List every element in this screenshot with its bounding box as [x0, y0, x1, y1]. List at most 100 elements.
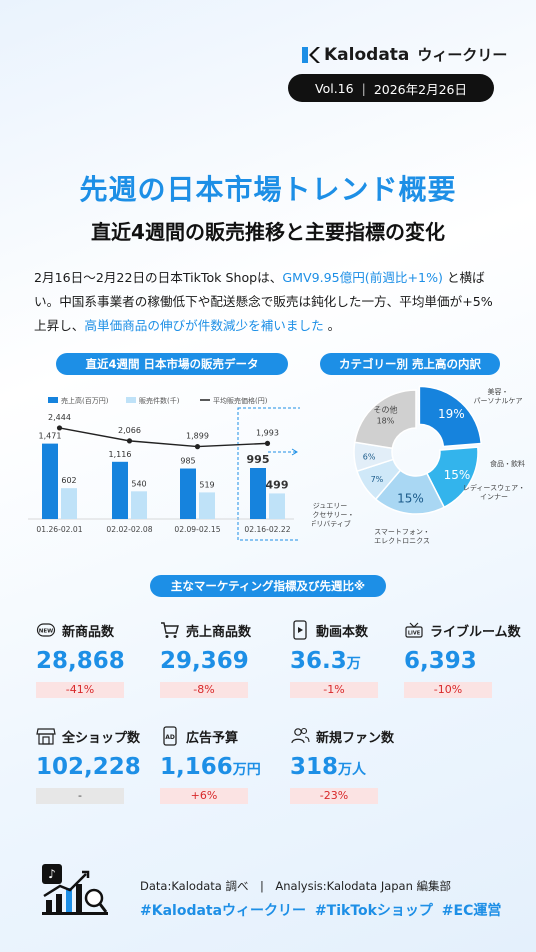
- summary-text-1: 2月16日～2月22日の日本TikTok Shopは、: [34, 270, 283, 285]
- svg-text:アクセサリー・: アクセサリー・: [312, 511, 354, 519]
- growth-analysis-icon: ♪: [42, 864, 108, 915]
- svg-text:AD: AD: [165, 734, 175, 741]
- metric-label: 新商品数: [62, 624, 115, 640]
- summary-paragraph: 2月16日～2月22日の日本TikTok Shopは、GMV9.95億円(前週比…: [34, 266, 504, 338]
- x-tick-label: 01.26-02.01: [36, 525, 82, 534]
- legend-item: 売上高(百万円): [48, 396, 109, 405]
- metric-header: 売上商品数: [160, 620, 278, 640]
- metric-header: LIVE ライブルーム数: [404, 620, 522, 640]
- metric-number: 28,868: [36, 648, 125, 674]
- data-label-sales: 1,471: [39, 432, 62, 441]
- legend-item: 販売件数(千): [126, 396, 180, 405]
- metric-label: 全ショップ数: [62, 730, 141, 746]
- svg-text:スマートフォン・: スマートフォン・: [374, 528, 430, 536]
- metric-change: -41%: [36, 682, 124, 698]
- pie-slice: [418, 385, 483, 448]
- chart-legend: 売上高(百万円) 販売件数(千) 平均販売価格(円): [48, 396, 268, 405]
- data-credit: Data:Kalodata 調べ | Analysis:Kalodata Jap…: [140, 879, 452, 893]
- data-label-sales: 995: [247, 453, 270, 466]
- price-point: [56, 425, 63, 431]
- data-label-sales: 985: [180, 457, 195, 466]
- legend-label: 売上高(百万円): [61, 396, 109, 405]
- pie-category-label: 食品・飲料: [490, 459, 525, 468]
- metric-change: -10%: [404, 682, 492, 698]
- metric-label: 広告予算: [186, 730, 239, 746]
- data-label-count: 499: [266, 478, 289, 491]
- section-label-sales: 直近4週間 日本市場の販売データ: [56, 353, 288, 375]
- svg-text:レディースウェア・: レディースウェア・: [463, 483, 525, 492]
- series-name: ウィークリー: [417, 46, 508, 64]
- issue-pill: Vol.16 | 2026年2月26日: [288, 74, 494, 102]
- metric-label: 新規ファン数: [316, 730, 395, 746]
- bar-count: [131, 491, 147, 519]
- price-point: [194, 444, 201, 450]
- x-tick-label: 02.09-02.15: [174, 525, 220, 534]
- pie-slice: [353, 389, 417, 450]
- metric-value: 28,868: [36, 648, 154, 678]
- price-point: [126, 438, 133, 444]
- summary-text-2: と横ばい。中国系事業者の稼働低下や配送懸念で販売は鈍化した一方、平均単価が+5%…: [34, 270, 493, 333]
- metric-number: 6,393: [404, 648, 477, 674]
- metric-value: 102,228: [36, 754, 154, 784]
- metric-number: 318: [290, 754, 339, 780]
- legend-label: 販売件数(千): [139, 396, 180, 405]
- hashtags: #Kalodataウィークリー #TikTokショップ #EC運営: [140, 903, 502, 919]
- brand-name: Kalodata: [324, 44, 410, 65]
- metric-unit: 万: [346, 656, 361, 672]
- svg-text:食品・飲料: 食品・飲料: [490, 459, 525, 468]
- metric-card: 動画本数 36.3万 -1%: [290, 620, 408, 698]
- ad-icon: AD: [160, 726, 180, 746]
- bar-count: [61, 488, 77, 519]
- data-label-price: 2,066: [118, 426, 141, 435]
- metric-card: LIVE ライブルーム数 6,393 -10%: [404, 620, 522, 698]
- metric-value: 1,166万円: [160, 754, 278, 784]
- pie-category-label: レディースウェア・インナー: [463, 483, 525, 501]
- summary-highlight-price: 高単価商品の伸びが件数減少を補いました: [84, 318, 324, 333]
- pie-slice-value: 15%: [444, 468, 471, 482]
- bar-sales: [180, 468, 196, 519]
- legend-swatch: [126, 397, 136, 403]
- issue-date: 2026年2月26日: [373, 81, 467, 97]
- metric-label: ライブルーム数: [430, 624, 521, 640]
- pie-slice-value: 19%: [438, 407, 465, 421]
- svg-text:パーソナルケア: パーソナルケア: [474, 397, 523, 405]
- x-tick-label: 02.16-02.22: [244, 525, 290, 534]
- highlight-box: [237, 407, 300, 541]
- pie-category-label: ジュエリーアクセサリー・デリバティブ: [312, 502, 354, 528]
- metric-header: 全ショップ数: [36, 726, 154, 746]
- svg-text:デリバティブ: デリバティブ: [312, 519, 351, 528]
- pie-slice-value: 15%: [397, 492, 424, 506]
- data-label-sales: 1,116: [109, 450, 132, 459]
- pie-slice-value: 7%: [371, 475, 384, 484]
- legend-item: 平均販売価格(円): [200, 396, 268, 405]
- page-subtitle: 直近4週間の販売推移と主要指標の変化: [91, 220, 445, 244]
- pie-slice-name: その他: [373, 404, 397, 414]
- svg-text:NEW: NEW: [39, 629, 53, 635]
- metric-header: NEW 新商品数: [36, 620, 154, 640]
- metric-card: 全ショップ数 102,228 -: [36, 726, 154, 804]
- data-label-count: 519: [199, 480, 214, 489]
- metric-value: 6,393: [404, 648, 522, 678]
- metric-card: 売上商品数 29,369 -8%: [160, 620, 278, 698]
- metric-header: 動画本数: [290, 620, 408, 640]
- data-label-price: 2,444: [48, 413, 71, 422]
- metric-number: 29,369: [160, 648, 249, 674]
- metric-value: 29,369: [160, 648, 278, 678]
- x-tick-label: 02.02-02.08: [106, 525, 152, 534]
- svg-text:♪: ♪: [48, 867, 56, 881]
- pie-slice: [425, 446, 479, 509]
- brand-logo: Kalodata ウィークリー: [300, 44, 507, 65]
- pie-slice-value: 18%: [377, 416, 395, 425]
- metric-value: 36.3万: [290, 648, 408, 678]
- category-pie-chart: 19% 15% 15% 7% 6% その他 18% 美容・パーソナルケア食品・飲料レディースウ…: [312, 385, 525, 545]
- page-title: 先週の日本市場トレンド概要: [79, 173, 457, 206]
- data-label-price: 1,899: [186, 432, 209, 441]
- metric-number: 102,228: [36, 754, 141, 780]
- section-label-marketing: 主なマーケティング指標及び先週比※: [150, 575, 386, 597]
- users-icon: [290, 726, 310, 746]
- metric-change: -8%: [160, 682, 248, 698]
- pie-slice: [374, 469, 446, 515]
- metric-card: 新規ファン数 318万人 -23%: [290, 726, 408, 804]
- svg-text:インナー: インナー: [480, 493, 508, 501]
- metric-header: AD 広告予算: [160, 726, 278, 746]
